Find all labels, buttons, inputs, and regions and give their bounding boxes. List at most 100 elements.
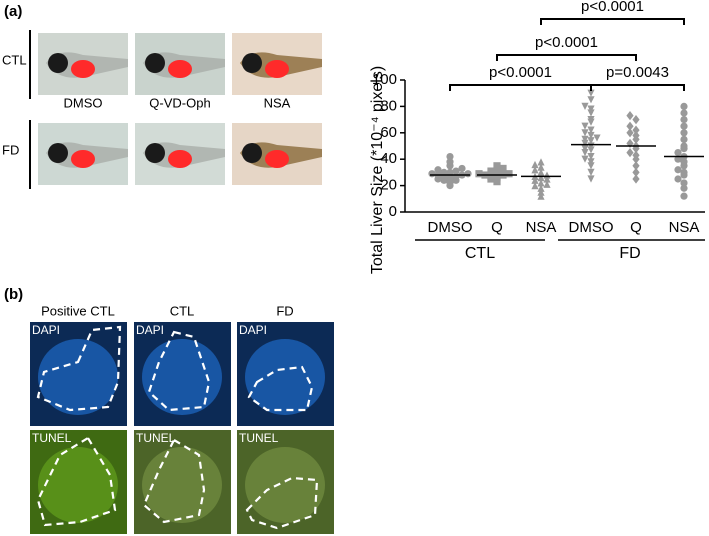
row-label: CTL — [2, 52, 27, 67]
region-outline — [147, 330, 211, 412]
x-tick-label: NSA — [526, 219, 557, 236]
data-point — [458, 164, 466, 173]
data-point — [587, 137, 595, 145]
data-point — [581, 155, 589, 163]
data-point — [674, 175, 682, 183]
column-label: Positive CTL — [41, 303, 115, 318]
larva-eye — [242, 143, 262, 163]
stain-label: DAPI — [239, 323, 267, 337]
data-point — [632, 167, 640, 177]
data-point — [543, 180, 551, 188]
data-point — [587, 96, 595, 104]
data-point — [680, 192, 688, 200]
data-point — [537, 174, 545, 182]
liver — [265, 150, 289, 168]
data-point — [632, 174, 640, 184]
data-point — [537, 192, 545, 200]
data-point — [531, 160, 539, 169]
data-point — [680, 102, 688, 110]
stain-label: TUNEL — [239, 431, 279, 445]
data-point — [493, 162, 501, 170]
significance-bracket — [590, 84, 685, 91]
data-point — [632, 150, 640, 160]
data-point — [493, 178, 501, 186]
data-point — [428, 170, 436, 178]
row-label: FD — [2, 142, 19, 157]
data-point — [587, 109, 595, 117]
data-point — [464, 170, 472, 178]
liver — [71, 60, 95, 78]
data-point — [632, 161, 640, 171]
stain-label: DAPI — [32, 323, 60, 337]
data-point — [537, 184, 545, 192]
data-point — [446, 158, 454, 166]
tissue — [38, 447, 118, 523]
data-point — [587, 152, 595, 161]
data-point — [680, 109, 688, 117]
group-label: FD — [619, 245, 640, 262]
data-point — [537, 179, 545, 187]
data-point — [531, 182, 539, 190]
y-tick-label: 40 — [380, 150, 397, 167]
data-point — [543, 171, 551, 179]
data-point — [587, 146, 595, 154]
data-point — [581, 139, 589, 147]
stain-label: TUNEL — [136, 431, 176, 445]
larva-eye — [242, 53, 262, 73]
data-point — [674, 155, 682, 163]
region-outline — [36, 325, 122, 412]
stain-label: DAPI — [136, 323, 164, 337]
treatment-label: Q-VD-Oph — [149, 95, 210, 110]
x-tick-label: DMSO — [428, 219, 473, 236]
tissue — [142, 447, 222, 523]
significance-bracket — [449, 84, 592, 91]
region-outline — [245, 476, 319, 530]
data-point — [680, 158, 688, 166]
x-tick-label: Q — [491, 219, 503, 236]
panel-label: (a) — [4, 3, 22, 20]
data-point — [632, 125, 640, 135]
y-tick-label: 20 — [380, 177, 397, 194]
data-point — [581, 102, 589, 110]
data-point — [587, 168, 595, 176]
data-point — [680, 122, 688, 130]
data-point — [587, 175, 595, 183]
liver — [265, 60, 289, 78]
tissue — [38, 339, 118, 415]
y-tick-label: 100 — [372, 71, 397, 88]
data-point — [537, 158, 545, 166]
p-value: p<0.0001 — [489, 64, 552, 81]
p-value: p<0.0001 — [535, 34, 598, 51]
data-point — [632, 115, 640, 125]
data-point — [587, 89, 595, 97]
significance-bracket — [496, 54, 637, 61]
data-point — [587, 158, 595, 166]
data-point — [680, 179, 688, 187]
tissue — [245, 339, 325, 415]
data-point — [674, 149, 682, 157]
data-point — [499, 164, 507, 173]
data-point — [581, 135, 589, 143]
data-point — [487, 172, 495, 180]
data-point — [680, 129, 688, 137]
data-point — [581, 129, 589, 137]
treatment-label: NSA — [264, 95, 291, 110]
group-label: CTL — [465, 245, 495, 262]
data-point — [680, 135, 688, 143]
data-point — [531, 176, 539, 184]
data-point — [593, 134, 601, 142]
data-point — [434, 166, 442, 174]
data-point — [626, 148, 634, 158]
data-point — [587, 116, 595, 124]
larva-eye — [145, 143, 165, 163]
larva-eye — [145, 53, 165, 73]
data-point — [475, 170, 483, 178]
x-tick-label: DMSO — [569, 219, 614, 236]
liver — [168, 150, 192, 168]
y-axis-title: Total Liver Size (*10⁻⁴ pixels) — [369, 66, 386, 274]
data-point — [587, 126, 595, 134]
data-point — [537, 188, 545, 196]
larva-eye — [48, 143, 68, 163]
data-point — [487, 167, 495, 175]
